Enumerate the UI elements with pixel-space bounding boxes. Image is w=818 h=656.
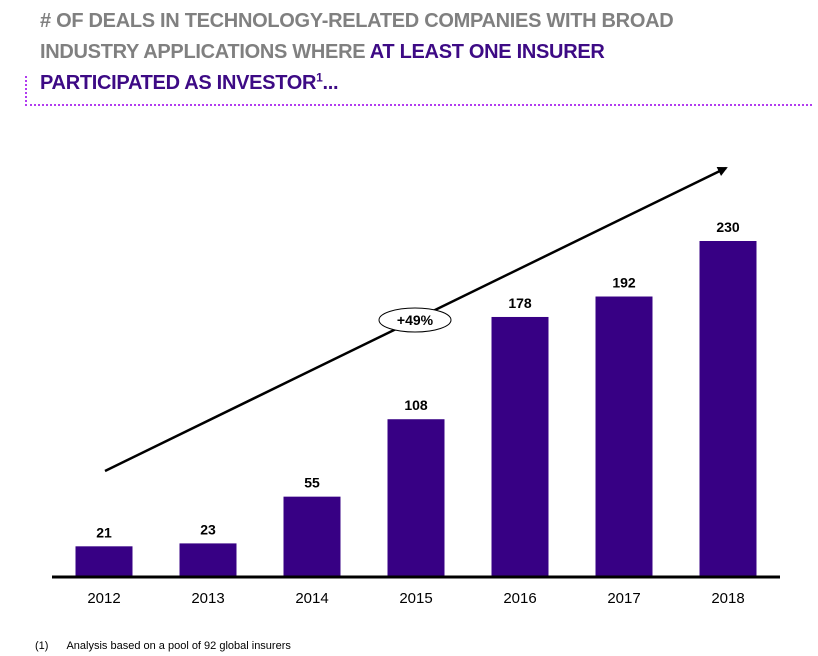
data-label-2013: 23 [200,521,216,537]
data-label-2015: 108 [404,397,428,413]
x-tick-label-2013: 2013 [191,590,224,607]
title-part-highlight: AT LEAST ONE INSURER PARTICIPATED AS INV… [40,41,605,94]
bar-2012 [75,546,133,577]
data-label-2012: 21 [96,524,112,540]
data-label-2018: 230 [716,219,740,235]
cagr-annotation-ellipse [378,307,452,333]
bar-chart: 21 2012 23 2013 55 2014 108 2015 178 2016 192 2017 2… [52,166,780,607]
bar-2013 [179,543,237,577]
data-label-2014: 55 [304,475,320,491]
footnote: (1) Analysis based on a pool of 92 global… [35,640,309,652]
data-label-2017: 192 [612,275,636,291]
bar-2018 [699,241,757,577]
x-tick-label-2014: 2014 [295,590,328,607]
chart-title: # OF DEALS IN TECHNOLOGY-RELATED COMPANI… [40,6,740,99]
bar-2014 [283,496,341,577]
x-tick-label-2015: 2015 [399,590,432,607]
footnote-marker: (1) [35,640,49,652]
x-tick-label-2012: 2012 [87,590,120,607]
bar-2015 [387,419,445,577]
data-label-2016: 178 [508,295,532,311]
title-ellipsis: ... [322,72,339,94]
x-tick-label-2018: 2018 [711,590,744,607]
x-tick-label-2016: 2016 [503,590,536,607]
title-bracket-divider [25,76,812,106]
bar-2017 [595,296,653,577]
cagr-annotation: +49% [397,312,434,328]
title-part-gray: # OF DEALS IN TECHNOLOGY-RELATED COMPANI… [40,10,674,63]
footnote-text: Analysis based on a pool of 92 global in… [66,640,291,652]
x-tick-label-2017: 2017 [607,590,640,607]
title-superscript: 1 [316,70,323,85]
bar-2016 [491,316,549,577]
